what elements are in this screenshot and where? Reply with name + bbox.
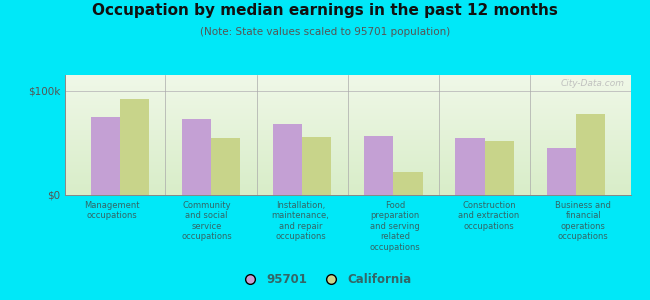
Text: Management
occupations: Management occupations [84,201,140,220]
Legend: 95701, California: 95701, California [233,269,417,291]
Text: Food
preparation
and serving
related
occupations: Food preparation and serving related occ… [369,201,421,252]
Text: Construction
and extraction
occupations: Construction and extraction occupations [458,201,520,231]
Bar [90,117,120,195]
Bar [211,138,240,195]
Bar [576,114,605,195]
Bar [484,141,514,195]
Bar [364,136,393,195]
Bar [182,119,211,195]
Bar [273,124,302,195]
Text: (Note: State values scaled to 95701 population): (Note: State values scaled to 95701 popu… [200,27,450,37]
Text: City-Data.com: City-Data.com [561,79,625,88]
Text: Community
and social
service
occupations: Community and social service occupations [181,201,232,241]
Text: Installation,
maintenance,
and repair
occupations: Installation, maintenance, and repair oc… [272,201,330,241]
Bar [393,172,422,195]
Bar [120,99,149,195]
Text: Business and
financial
operations
occupations: Business and financial operations occupa… [556,201,611,241]
Bar [302,136,332,195]
Bar [456,138,484,195]
Text: Occupation by median earnings in the past 12 months: Occupation by median earnings in the pas… [92,3,558,18]
Bar [547,148,576,195]
